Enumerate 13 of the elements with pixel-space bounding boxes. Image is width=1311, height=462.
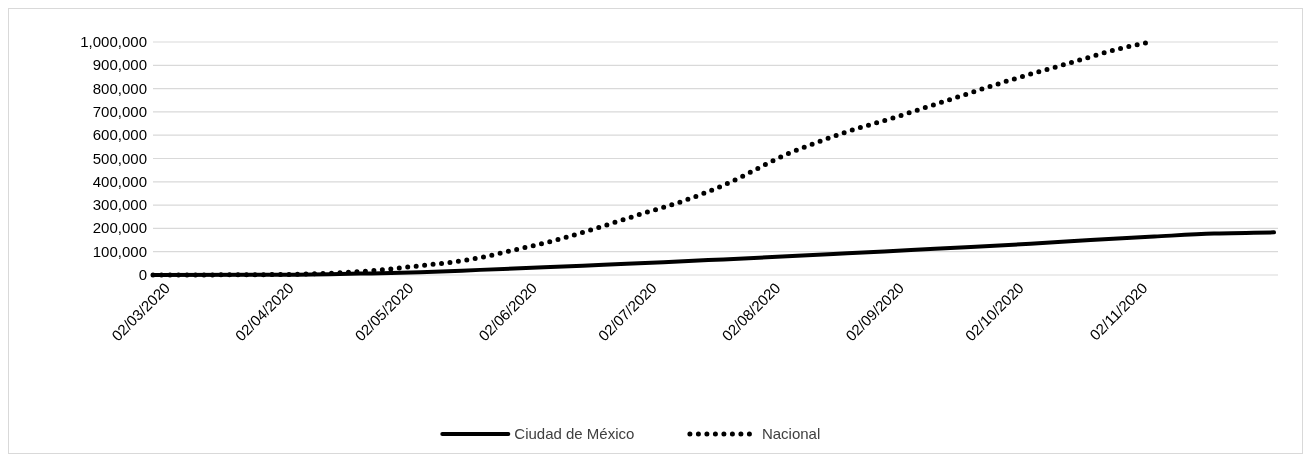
y-tick-label: 300,000 [92, 196, 147, 214]
y-tick-label: 500,000 [92, 149, 147, 167]
y-tick-label: 600,000 [92, 126, 147, 144]
y-tick-label: 1,000,000 [80, 33, 147, 50]
legend-label: Ciudad de México [514, 425, 635, 442]
legend-label: Nacional [761, 425, 821, 442]
y-tick-label: 100,000 [92, 242, 147, 260]
y-tick-label: 200,000 [92, 219, 147, 237]
y-tick-label: 400,000 [92, 172, 147, 190]
y-tick-label: 900,000 [92, 56, 147, 74]
y-tick-label: 700,000 [92, 102, 147, 120]
y-tick-label: 0 [138, 266, 147, 283]
y-tick-label: 800,000 [92, 79, 147, 97]
